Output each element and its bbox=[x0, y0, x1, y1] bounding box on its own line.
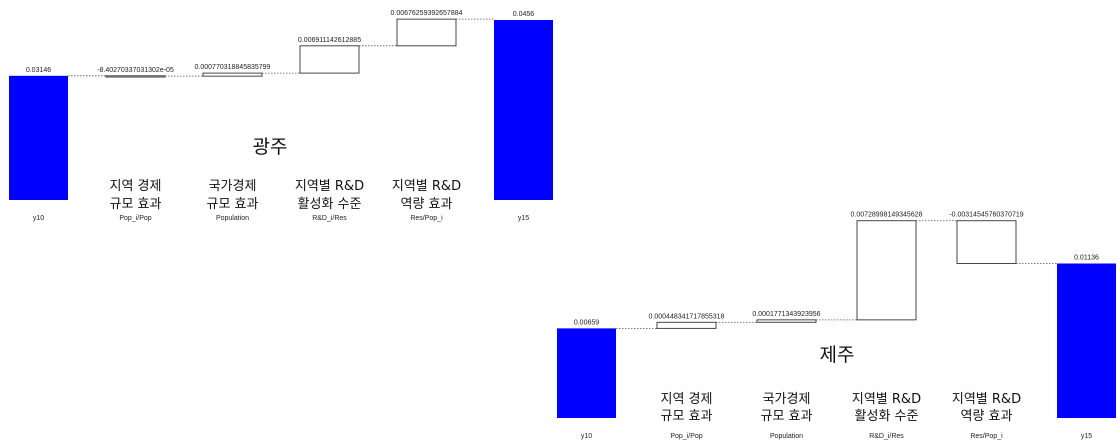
category-label: y10 bbox=[33, 215, 44, 222]
effect-annotation: 역량 효과 bbox=[961, 409, 1013, 424]
category-label: Population bbox=[216, 215, 249, 222]
category-label: R&D_i/Res bbox=[869, 433, 904, 440]
value-label: 0.000770318845835799 bbox=[195, 64, 271, 71]
total-bar bbox=[1057, 263, 1116, 418]
value-label: 0.006911142612885 bbox=[298, 37, 361, 44]
effect-annotation: 지역별 R&D bbox=[952, 392, 1021, 407]
category-label: Pop_i/Pop bbox=[670, 433, 702, 440]
effect-annotation: 역량 효과 bbox=[401, 197, 453, 212]
effect-annotation: 지역 경제 bbox=[110, 179, 162, 194]
value-label: 0.00676259392657884 bbox=[390, 10, 462, 17]
value-label: 0.0456 bbox=[513, 11, 535, 18]
effect-annotation: 국가경제 bbox=[209, 179, 257, 194]
value-label: 0.01136 bbox=[1074, 255, 1099, 262]
effect-annotation: 규모 효과 bbox=[661, 409, 713, 424]
category-label: y10 bbox=[581, 433, 592, 440]
effect-annotation: 지역별 R&D bbox=[852, 392, 921, 407]
step-bar bbox=[299, 45, 360, 74]
category-label: Pop_i/Pop bbox=[119, 215, 151, 222]
effect-annotation: 국가경제 bbox=[763, 392, 811, 407]
value-label: -8.40270337031302e-05 bbox=[97, 67, 174, 74]
effect-annotation: 지역별 R&D bbox=[392, 179, 461, 194]
value-label: 0.0001771343923956 bbox=[752, 311, 820, 318]
category-label: y15 bbox=[518, 215, 529, 222]
effect-annotation: 규모 효과 bbox=[761, 409, 813, 424]
total-bar bbox=[557, 328, 616, 418]
category-label: R&D_i/Res bbox=[312, 215, 347, 222]
chart-title: 제주 bbox=[820, 344, 855, 366]
value-label: 0.03146 bbox=[26, 67, 51, 74]
effect-annotation: 지역별 R&D bbox=[295, 179, 364, 194]
effect-annotation: 활성화 수준 bbox=[298, 197, 362, 212]
step-bar bbox=[656, 321, 717, 329]
value-label: 0.00728998149345628 bbox=[850, 212, 922, 219]
total-bar bbox=[9, 75, 68, 200]
step-bar bbox=[756, 319, 817, 323]
step-bar bbox=[396, 18, 457, 47]
effect-annotation: 지역 경제 bbox=[661, 392, 713, 407]
step-bar bbox=[956, 220, 1017, 264]
step-bar bbox=[105, 75, 166, 78]
value-label: 0.00659 bbox=[574, 319, 599, 326]
step-bar bbox=[856, 220, 917, 321]
value-label: 0.000448341717855318 bbox=[649, 313, 725, 320]
effect-annotation: 규모 효과 bbox=[207, 197, 259, 212]
effect-annotation: 규모 효과 bbox=[110, 197, 162, 212]
step-bar bbox=[202, 72, 263, 77]
chart-title: 광주 bbox=[253, 136, 288, 158]
category-label: y15 bbox=[1081, 433, 1092, 440]
category-label: Res/Pop_i bbox=[970, 433, 1003, 440]
category-label: Population bbox=[770, 433, 803, 440]
category-label: Res/Pop_i bbox=[410, 215, 443, 222]
effect-annotation: 활성화 수준 bbox=[855, 409, 919, 424]
total-bar bbox=[494, 19, 553, 200]
value-label: -0.00314545760370719 bbox=[949, 212, 1023, 219]
